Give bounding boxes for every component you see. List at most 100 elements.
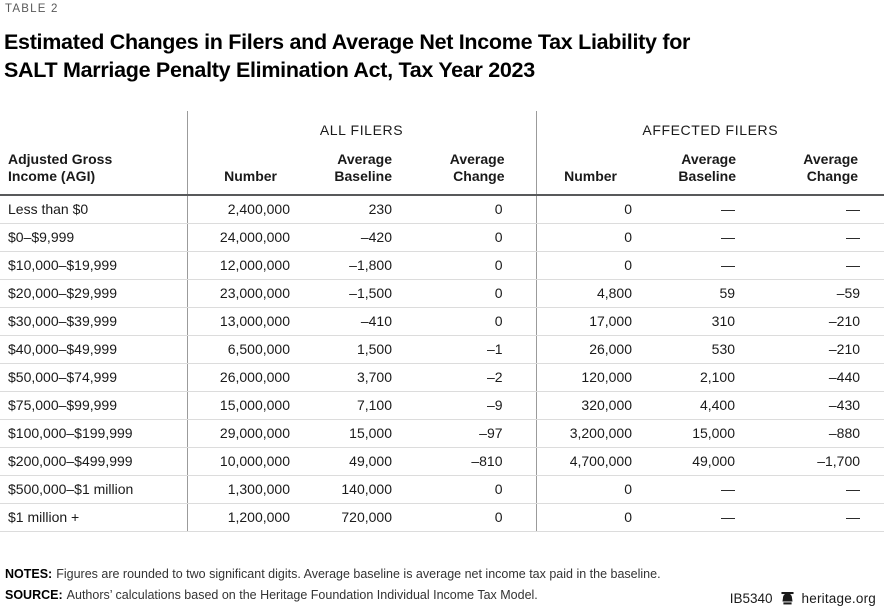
cell-all_change: –2: [392, 363, 537, 392]
table-row: $30,000–$39,999 13,000,000 –410 0 17,000 310–…: [0, 307, 884, 336]
cell-all_number: 12,000,000: [186, 251, 290, 280]
cell-all_change: 0: [392, 251, 537, 280]
cell-aff_baseline: 59: [635, 279, 739, 308]
cell-all_number: 13,000,000: [186, 307, 290, 336]
cell-all_number: 26,000,000: [186, 363, 290, 392]
cell-aff_change: –430: [738, 391, 884, 420]
cell-agi: $20,000–$29,999: [0, 279, 187, 308]
cell-aff_baseline: —: [635, 475, 739, 504]
cell-agi: $30,000–$39,999: [0, 307, 187, 336]
cell-aff_baseline: —: [635, 223, 739, 252]
column-header-label: Change: [453, 168, 505, 184]
cell-all_number: 1,200,000: [186, 503, 290, 532]
cell-agi: $500,000–$1 million: [0, 475, 187, 504]
cell-all_change: –810: [392, 447, 537, 476]
cell-aff_change: –210: [738, 307, 884, 336]
cell-aff_number: 4,800: [535, 279, 636, 308]
cell-all_number: 1,300,000: [186, 475, 290, 504]
cell-all_change: 0: [392, 195, 537, 224]
table-row: Less than $0 2,400,000 230 0 0— —: [0, 195, 884, 224]
cell-aff_baseline: 15,000: [635, 419, 739, 448]
column-header-label: Change: [806, 168, 859, 184]
cell-aff_number: 4,700,000: [535, 447, 636, 476]
column-header-all-number: Number: [186, 149, 290, 195]
table-header: ALL FILERS AFFECTED FILERS Adjusted Gros…: [0, 111, 884, 195]
column-header-affected-change: Average Change: [738, 149, 884, 195]
column-header-agi-line1: Adjusted Gross: [8, 151, 113, 167]
cell-all_number: 10,000,000: [186, 447, 290, 476]
footer-right: IB5340 heritage.org: [730, 591, 876, 606]
cell-agi: $40,000–$49,999: [0, 335, 187, 364]
cell-all_change: 0: [392, 503, 537, 532]
column-header-agi: Adjusted Gross Income (AGI): [0, 149, 187, 195]
data-table: ALL FILERS AFFECTED FILERS Adjusted Gros…: [0, 111, 884, 532]
cell-agi: Less than $0: [0, 195, 187, 224]
cell-all_baseline: 1,500: [290, 335, 392, 364]
cell-all_baseline: –420: [290, 223, 392, 252]
page-title-line2: SALT Marriage Penalty Elimination Act, T…: [4, 58, 535, 82]
cell-agi: $1 million +: [0, 503, 187, 532]
cell-agi: $200,000–$499,999: [0, 447, 187, 476]
cell-aff_number: 17,000: [535, 307, 636, 336]
cell-aff_number: 26,000: [535, 335, 636, 364]
cell-all_baseline: –1,500: [290, 279, 392, 308]
cell-aff_change: —: [738, 475, 884, 504]
column-header-label: Average: [803, 151, 859, 167]
cell-all_number: 29,000,000: [186, 419, 290, 448]
cell-aff_number: 0: [535, 251, 636, 280]
table-label: TABLE 2: [5, 3, 59, 15]
cell-aff_change: —: [738, 503, 884, 532]
cell-aff_change: —: [738, 195, 884, 224]
table-row: $50,000–$74,999 26,000,000 3,700 –2 120,000 2…: [0, 363, 884, 392]
cell-all_baseline: 7,100: [290, 391, 392, 420]
table-row: $20,000–$29,999 23,000,000 –1,500 0 4,800 59–…: [0, 279, 884, 308]
cell-all_baseline: 230: [290, 195, 392, 224]
cell-aff_number: 0: [535, 475, 636, 504]
table-row: $0–$9,999 24,000,000 –420 0 0— —: [0, 223, 884, 252]
cell-aff_number: 320,000: [535, 391, 636, 420]
cell-aff_baseline: 310: [635, 307, 739, 336]
notes-text: Figures are rounded to two significant d…: [56, 567, 661, 581]
source-label: SOURCE:: [5, 588, 63, 602]
cell-aff_change: —: [738, 251, 884, 280]
notes: NOTES: Figures are rounded to two signifi…: [5, 564, 878, 585]
group-header-all-filers: ALL FILERS: [186, 111, 537, 149]
column-header-label: Average: [337, 151, 392, 167]
cell-all_change: 0: [392, 223, 537, 252]
cell-all_number: 6,500,000: [186, 335, 290, 364]
cell-aff_baseline: 530: [635, 335, 739, 364]
column-header-label: Number: [224, 168, 277, 184]
document-id: IB5340: [729, 591, 773, 606]
notes-label: NOTES:: [5, 567, 53, 581]
brand-link[interactable]: heritage.org: [801, 591, 876, 606]
cell-all_number: 2,400,000: [186, 195, 290, 224]
page-title-line1: Estimated Changes in Filers and Average …: [4, 30, 691, 54]
table-row: $500,000–$1 million 1,300,000 140,000 0 0— —: [0, 475, 884, 504]
cell-all_change: –97: [392, 419, 537, 448]
cell-aff_number: 0: [535, 195, 636, 224]
column-header-all-baseline: Average Baseline: [290, 149, 392, 195]
cell-all_change: –1: [392, 335, 537, 364]
column-header-row: Adjusted Gross Income (AGI) Number Avera…: [0, 149, 884, 195]
cell-all_number: 23,000,000: [186, 279, 290, 308]
cell-all_baseline: 15,000: [290, 419, 392, 448]
cell-all_number: 24,000,000: [186, 223, 290, 252]
table-body: Less than $0 2,400,000 230 0 0— — $0–$9,999 24,…: [0, 195, 884, 532]
cell-aff_baseline: —: [635, 195, 739, 224]
cell-all_baseline: 720,000: [290, 503, 392, 532]
column-header-label: Average: [681, 151, 737, 167]
cell-all_baseline: 49,000: [290, 447, 392, 476]
cell-all_number: 15,000,000: [186, 391, 290, 420]
cell-all_baseline: 3,700: [290, 363, 392, 392]
cell-agi: $75,000–$99,999: [0, 391, 187, 420]
column-header-label: Average: [449, 151, 505, 167]
footer: NOTES: Figures are rounded to two signifi…: [0, 564, 884, 606]
cell-agi: $10,000–$19,999: [0, 251, 187, 280]
cell-aff_change: –59: [738, 279, 884, 308]
column-header-label: Number: [564, 168, 618, 184]
cell-aff_baseline: 49,000: [635, 447, 739, 476]
cell-aff_baseline: —: [635, 251, 739, 280]
cell-aff_baseline: —: [635, 503, 739, 532]
cell-all_change: –9: [392, 391, 537, 420]
cell-agi: $100,000–$199,999: [0, 419, 187, 448]
